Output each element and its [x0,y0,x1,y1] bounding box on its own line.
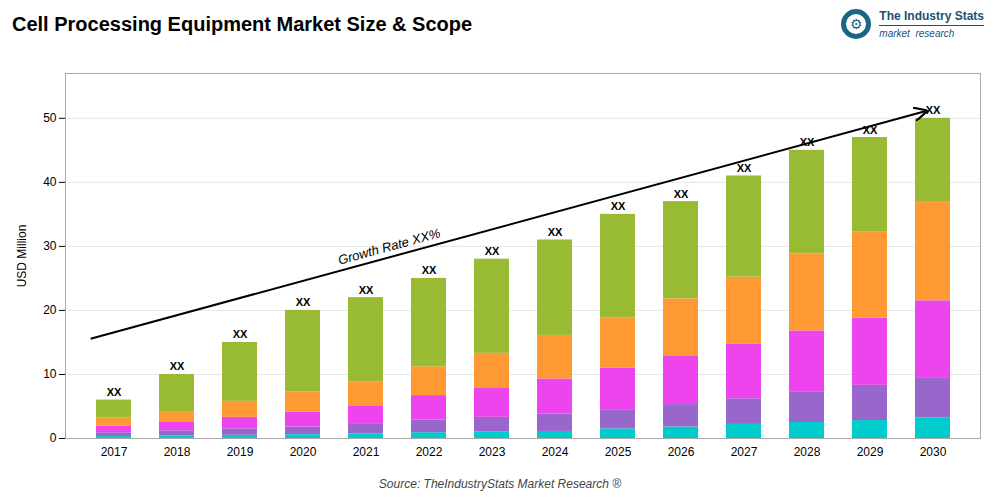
svg-text:2019: 2019 [227,445,254,459]
svg-text:Growth Rate XX%: Growth Rate XX% [336,225,442,267]
svg-text:40: 40 [43,175,57,189]
svg-text:2024: 2024 [542,445,569,459]
svg-text:XX: XX [862,123,878,136]
svg-text:2027: 2027 [731,445,758,459]
svg-text:XX: XX [737,162,752,174]
svg-text:0: 0 [50,431,57,445]
svg-text:XX: XX [422,264,437,276]
html-text:market research: market research [879,28,955,39]
svg-text:2023: 2023 [479,445,506,459]
svg-text:XX: XX [233,328,248,340]
svg-text:XX: XX [170,360,185,372]
svg-text:30: 30 [43,239,57,253]
svg-text:2025: 2025 [605,445,632,459]
html-text:The Industry Stats: The Industry Stats [879,9,984,23]
svg-text:2021: 2021 [353,445,380,459]
svg-text:2029: 2029 [857,445,884,459]
svg-text:USD Million: USD Million [15,225,29,288]
svg-text:XX: XX [296,296,311,308]
svg-text:2017: 2017 [101,445,128,459]
svg-text:2018: 2018 [164,445,191,459]
svg-text:XX: XX [611,200,626,212]
svg-text:2020: 2020 [290,445,317,459]
svg-text:XX: XX [674,188,689,200]
svg-text:20: 20 [43,303,57,317]
svg-text:XX: XX [485,245,500,257]
svg-text:XX: XX [548,226,563,238]
svg-text:50: 50 [43,111,57,125]
svg-text:XX: XX [799,136,815,149]
svg-text:2022: 2022 [416,445,443,459]
html-text:Source: TheIndustryStats Marke: Source: TheIndustryStats Market Research… [378,477,622,491]
svg-text:XX: XX [107,386,122,398]
svg-text:2026: 2026 [668,445,695,459]
html-text:Cell Processing Equipment Mark: Cell Processing Equipment Market Size & … [12,12,473,35]
svg-text:2030: 2030 [920,445,947,459]
svg-text:XX: XX [359,284,374,296]
svg-text:10: 10 [43,367,57,381]
svg-text:XX: XX [926,104,941,116]
svg-text:2028: 2028 [794,445,821,459]
